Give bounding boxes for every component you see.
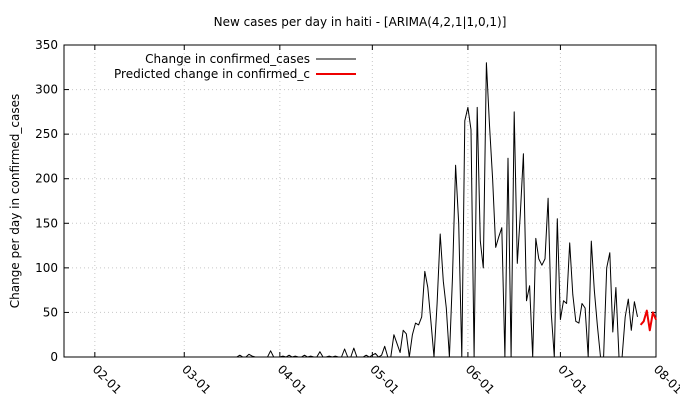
x-tick-label: 08-01 [651,362,680,397]
series-line-predicted [639,309,657,332]
y-tick-label: 100 [35,261,58,275]
legend: Change in confirmed_cases Predicted chan… [114,52,356,81]
y-tick-label: 350 [35,38,58,52]
x-tick-label: 06-01 [463,362,498,397]
x-tick-label: 05-01 [367,362,402,397]
series-layer [64,62,657,358]
y-tick-label: 250 [35,127,58,141]
x-tick-label: 03-01 [179,362,214,397]
grid [64,45,657,357]
x-tick-label: 04-01 [275,362,310,397]
legend-label-predicted-change: Predicted change in confirmed_c [114,67,310,81]
y-tick-label: 200 [35,172,58,186]
legend-label-change-in-confirmed-cases: Change in confirmed_cases [145,52,310,66]
y-tick-label: 150 [35,216,58,230]
y-axis: 0 50 100 150 200 250 300 350 [35,38,656,364]
x-tick-label: 02-01 [90,362,125,397]
y-tick-label: 0 [50,350,58,364]
y-tick-label: 300 [35,83,58,97]
x-axis: 02-01 03-01 04-01 05-01 06-01 07-01 08-01 [90,45,680,397]
chart-title: New cases per day in haiti - [ARIMA(4,2,… [214,15,507,29]
y-axis-label: Change per day in confirmed_cases [8,94,22,309]
series-line-observed [64,62,638,358]
plot-frame [63,44,657,358]
x-tick-label: 07-01 [555,362,590,397]
y-tick-label: 50 [43,305,58,319]
